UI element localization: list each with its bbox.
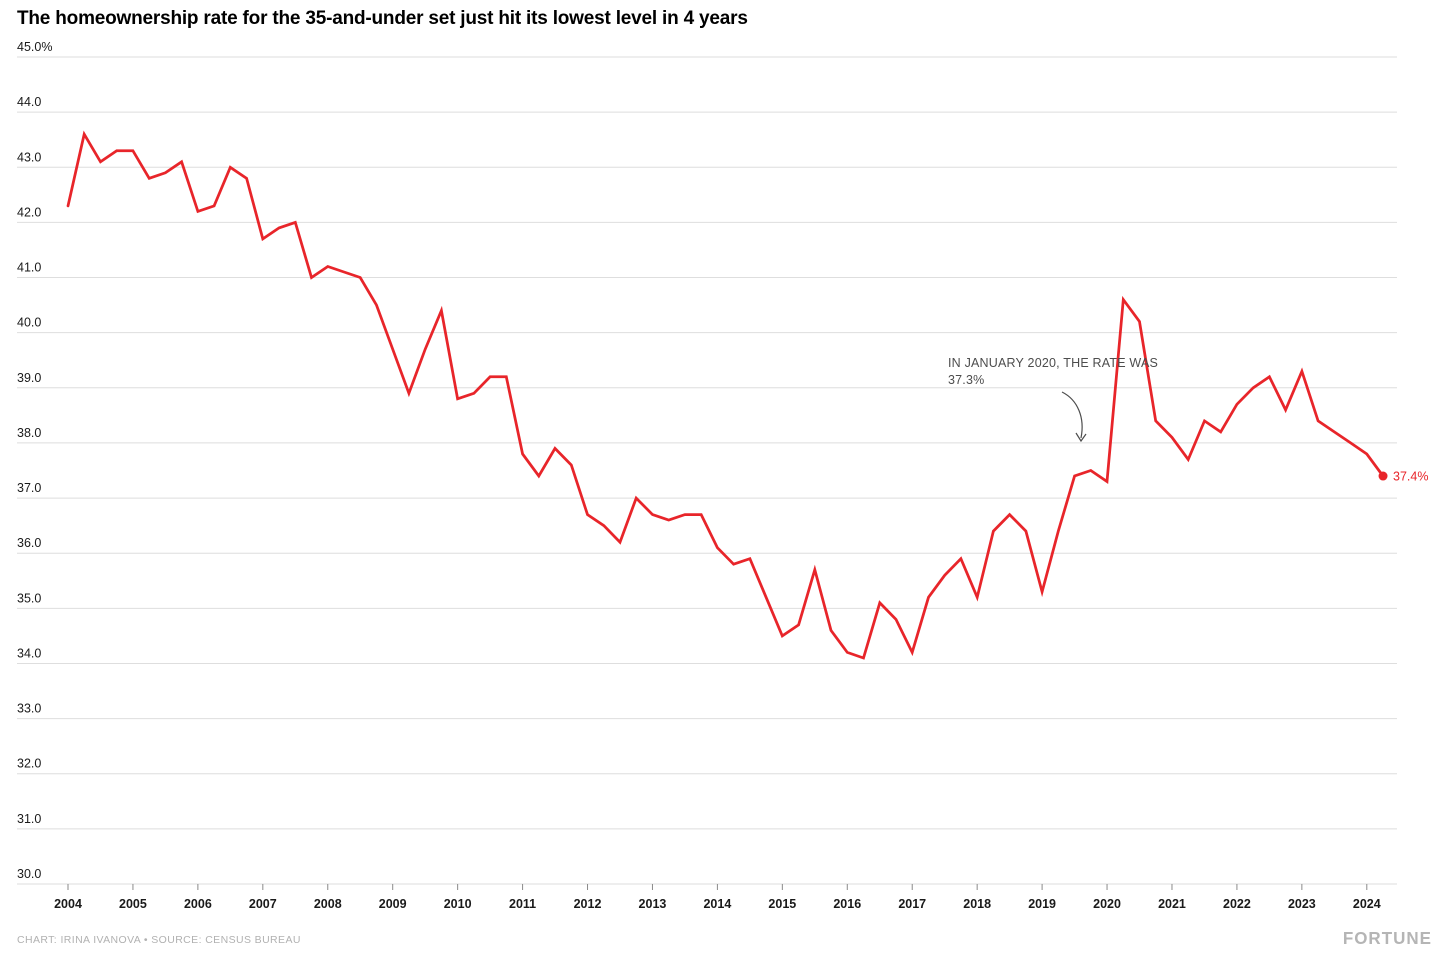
x-axis-tick-label: 2008 <box>314 897 342 911</box>
x-axis-tick-label: 2007 <box>249 897 277 911</box>
annotation-arrow <box>1061 391 1083 439</box>
y-axis-tick-label: 43.0 <box>17 150 41 164</box>
y-axis-tick-label: 40.0 <box>17 316 41 330</box>
y-axis-tick-label: 42.0 <box>17 205 41 219</box>
x-axis-tick-label: 2005 <box>119 897 147 911</box>
y-axis-tick-label: 39.0 <box>17 371 41 385</box>
y-axis-tick-label: 44.0 <box>17 95 41 109</box>
x-axis-tick-label: 2023 <box>1288 897 1316 911</box>
y-axis-tick-label: 33.0 <box>17 702 41 716</box>
annotation-arrowhead <box>1075 432 1087 443</box>
y-axis-tick-label: 41.0 <box>17 261 41 275</box>
y-axis-tick-label: 34.0 <box>17 646 41 660</box>
y-axis-tick-label: 31.0 <box>17 812 41 826</box>
y-axis-tick-label: 38.0 <box>17 426 41 440</box>
y-axis-tick-label: 30.0 <box>17 867 41 881</box>
y-axis-tick-label: 37.0 <box>17 481 41 495</box>
end-point-label: 37.4% <box>1393 470 1428 484</box>
y-axis-tick-label: 45.0% <box>17 40 52 54</box>
fortune-logo: FORTUNE <box>1342 928 1432 949</box>
y-axis-tick-label: 32.0 <box>17 757 41 771</box>
x-axis-tick-label: 2012 <box>574 897 602 911</box>
chart-credit: CHART: IRINA IVANOVA • SOURCE: CENSUS BU… <box>17 934 301 946</box>
y-axis-tick-label: 36.0 <box>17 536 41 550</box>
x-axis-tick-label: 2009 <box>379 897 407 911</box>
x-axis-tick-label: 2015 <box>768 897 796 911</box>
x-axis-tick-label: 2004 <box>54 897 82 911</box>
trend-line <box>66 130 1385 660</box>
end-point-dot <box>1378 471 1388 481</box>
x-axis-tick-label: 2020 <box>1093 897 1121 911</box>
x-axis-tick-label: 2021 <box>1158 897 1186 911</box>
y-axis-tick-label: 35.0 <box>17 591 41 605</box>
x-axis-tick-label: 2019 <box>1028 897 1056 911</box>
x-axis-tick-label: 2022 <box>1223 897 1251 911</box>
x-axis-tick-label: 2014 <box>703 897 731 911</box>
x-axis-tick-label: 2024 <box>1353 897 1381 911</box>
x-axis-tick-label: 2011 <box>509 897 536 911</box>
x-axis-tick-label: 2010 <box>444 897 472 911</box>
x-axis-tick-label: 2006 <box>184 897 212 911</box>
page-title: The homeownership rate for the 35-and-un… <box>17 8 748 29</box>
x-axis-tick-label: 2013 <box>639 897 667 911</box>
x-axis-tick-label: 2018 <box>963 897 991 911</box>
x-axis-tick-label: 2017 <box>898 897 926 911</box>
annotation-line1: IN JANUARY 2020, THE RATE WAS <box>948 356 1158 370</box>
x-axis-tick-label: 2016 <box>833 897 861 911</box>
annotation-line2: 37.3% <box>948 373 984 387</box>
